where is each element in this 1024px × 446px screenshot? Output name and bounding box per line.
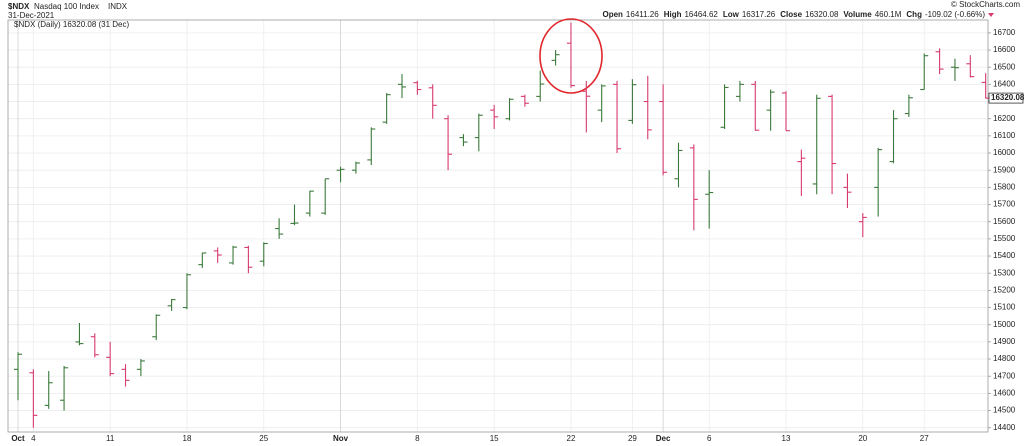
- last-price-box: [988, 92, 1024, 104]
- stat-value: 16317.26: [742, 10, 776, 19]
- y-tick-label: 16200: [993, 114, 1016, 123]
- y-tick-label: 15000: [993, 320, 1016, 329]
- index-name: Nasdaq 100 Index: [34, 2, 99, 11]
- x-tick-label: 22: [567, 434, 576, 443]
- y-tick-label: 16700: [993, 28, 1016, 37]
- y-tick-label: 16100: [993, 131, 1016, 140]
- stat-label: Open: [602, 10, 623, 19]
- y-tick-label: 16500: [993, 62, 1016, 71]
- x-tick-label: 25: [259, 434, 268, 443]
- stat-label: Chg: [906, 10, 922, 19]
- down-arrow: [988, 13, 994, 17]
- stat-label: Close: [780, 10, 802, 19]
- y-tick-label: 14700: [993, 371, 1016, 380]
- x-tick-label: Oct: [11, 434, 25, 443]
- stat-label: High: [664, 10, 682, 19]
- y-tick-label: 14800: [993, 354, 1016, 363]
- symbol: $NDX: [8, 2, 30, 11]
- y-tick-label: 15500: [993, 234, 1016, 243]
- stat-value: 16411.26: [626, 10, 659, 19]
- exchange: INDX: [108, 2, 128, 11]
- x-tick-label: 4: [31, 434, 36, 443]
- x-tick-label: 29: [628, 434, 637, 443]
- y-tick-label: 16000: [993, 148, 1016, 157]
- legend: $NDX (Daily) 16320.08 (31 Dec): [14, 20, 129, 29]
- y-tick-label: 15200: [993, 285, 1016, 294]
- y-tick-label: 14400: [993, 423, 1016, 432]
- x-tick-label: 15: [490, 434, 499, 443]
- date: 31-Dec-2021: [8, 11, 55, 20]
- copyright: © StockCharts.com: [951, 0, 1020, 9]
- y-tick-label: 15900: [993, 165, 1016, 174]
- x-tick-label: 11: [106, 434, 115, 443]
- y-tick-label: 16400: [993, 79, 1016, 88]
- x-tick-label: 20: [858, 434, 867, 443]
- y-tick-label: 15700: [993, 200, 1016, 209]
- plot-frame: [7, 19, 989, 433]
- x-tick-label: Dec: [656, 434, 671, 443]
- y-tick-label: 14500: [993, 406, 1016, 415]
- last-price-label: 16320.08: [991, 93, 1024, 102]
- y-tick-label: 15300: [993, 268, 1016, 277]
- x-tick-label: 8: [415, 434, 420, 443]
- y-tick-label: 14600: [993, 388, 1016, 397]
- stat-label: Low: [723, 10, 740, 19]
- x-tick-label: Nov: [333, 434, 349, 443]
- stat-value: 16320.08: [805, 10, 839, 19]
- stat-value: 16464.62: [684, 10, 718, 19]
- highlight-circle: [539, 18, 603, 94]
- y-tick-label: 15400: [993, 251, 1016, 260]
- y-tick-label: 15800: [993, 182, 1016, 191]
- y-tick-label: 16600: [993, 45, 1016, 54]
- y-tick-label: 15600: [993, 217, 1016, 226]
- stat-value: -109.02 (-0.66%): [925, 10, 985, 19]
- x-tick-label: 13: [782, 434, 791, 443]
- x-tick-label: 27: [920, 434, 929, 443]
- y-tick-label: 14900: [993, 337, 1016, 346]
- x-tick-label: 6: [707, 434, 712, 443]
- y-tick-label: 15100: [993, 303, 1016, 312]
- stat-value: 460.1M: [875, 10, 902, 19]
- x-tick-label: 18: [183, 434, 192, 443]
- stat-label: Volume: [843, 10, 872, 19]
